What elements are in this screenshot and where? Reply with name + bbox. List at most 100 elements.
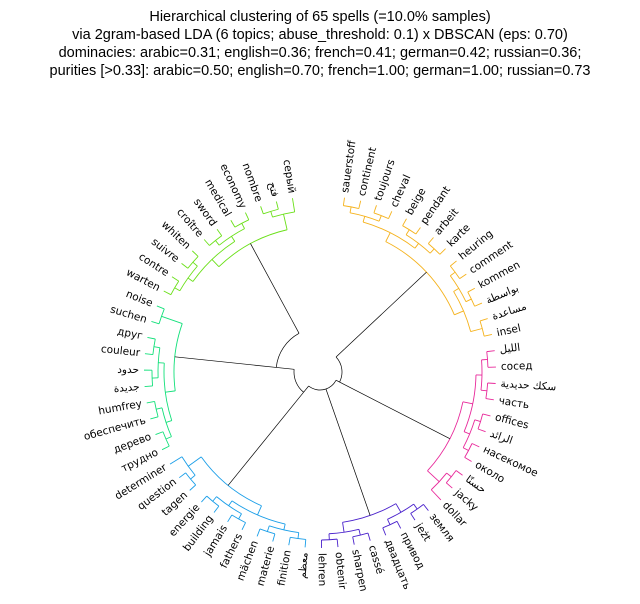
cluster-link (479, 318, 488, 322)
cluster-link (423, 504, 429, 511)
cluster-link (387, 503, 414, 520)
title-line-2: via 2gram-based LDA (6 topics; abuse_thr… (72, 27, 568, 43)
cluster-link (414, 243, 419, 249)
cluster-link (227, 514, 233, 523)
cluster-link (336, 539, 339, 548)
root-link (291, 319, 300, 334)
cluster-link (215, 240, 220, 246)
cluster-link (241, 522, 246, 530)
root-link (335, 379, 340, 383)
root-link (308, 385, 327, 391)
cluster-link (467, 287, 476, 293)
cluster-link (449, 265, 461, 279)
cluster-link (275, 201, 279, 210)
cluster-link (373, 205, 377, 214)
cluster-link (382, 520, 398, 529)
leaf-label: فتح (266, 181, 281, 198)
cluster-link (415, 227, 421, 235)
cluster-link (450, 271, 456, 277)
root-link (275, 333, 300, 368)
cluster-link (445, 482, 453, 489)
cluster-link (486, 350, 495, 353)
cluster-link (465, 298, 472, 303)
cluster-link (342, 197, 345, 206)
cluster-link (269, 525, 299, 534)
cluster-link (155, 431, 164, 436)
root-link (335, 356, 343, 383)
cluster-link (463, 431, 470, 435)
cluster-link (144, 353, 153, 355)
leaf-label: suchen (109, 303, 149, 325)
leaf-label: سكك حديدية (500, 378, 556, 394)
cluster-link (485, 398, 494, 401)
leaf-label: الليل (499, 342, 521, 356)
cluster-link (445, 470, 457, 484)
cluster-link (192, 240, 236, 282)
cluster-link (266, 525, 270, 532)
root-link (339, 381, 451, 440)
cluster-link (272, 533, 276, 542)
cluster-link (156, 407, 163, 410)
cluster-link (455, 470, 463, 476)
cluster-link (231, 236, 236, 242)
cluster-link (256, 528, 261, 537)
leaf-label: جديدة (113, 381, 140, 395)
cluster-link (192, 261, 198, 267)
cluster-link (190, 474, 196, 480)
cluster-link (297, 532, 300, 539)
leaf-label: jeżt (412, 520, 433, 543)
leaf-label: сосед (501, 360, 533, 373)
cluster-link (144, 385, 153, 388)
cluster-link (187, 277, 194, 282)
leaf-label: مساعدة (491, 301, 528, 323)
cluster-link (147, 336, 156, 340)
cluster-link (413, 503, 418, 510)
cluster-link (212, 496, 217, 502)
leaf-label: lehren (316, 553, 328, 586)
cluster-link (257, 505, 262, 516)
leaf-label: insel (496, 322, 522, 339)
cluster-link (430, 489, 442, 501)
root-link (325, 388, 371, 516)
root-link (250, 243, 292, 320)
cluster-link (152, 338, 156, 355)
leaf-label: часть (498, 395, 530, 412)
cluster-link (228, 500, 233, 507)
root-link (344, 271, 427, 350)
leaf-label: الرائد (488, 428, 514, 447)
leaf-labels: sauerstoffcontinenttoujourschevalbeigepe… (82, 139, 556, 592)
cluster-link (213, 505, 220, 513)
leaf-label: couleur (100, 343, 141, 359)
leaf-label: noise (124, 288, 154, 310)
cluster-link (151, 321, 160, 325)
leaf-label: obtenir (333, 551, 349, 590)
cluster-link (352, 532, 369, 538)
cluster-link (171, 276, 179, 282)
cluster-link (474, 419, 481, 422)
cluster-link (402, 218, 407, 226)
cluster-link (260, 206, 264, 215)
cluster-link (464, 456, 472, 462)
cluster-link (349, 206, 352, 213)
cluster-link (485, 382, 489, 399)
cluster-link (388, 211, 393, 219)
cluster-link (150, 416, 159, 420)
cluster-link (427, 470, 440, 483)
root-link (303, 385, 309, 393)
cluster-link (163, 290, 172, 296)
cluster-link (479, 320, 485, 337)
cluster-link (410, 513, 416, 521)
cluster-link (328, 528, 360, 535)
cluster-link (146, 401, 155, 404)
cluster-link (288, 537, 291, 546)
leaf-label: sauerstoff (339, 139, 358, 193)
cluster-link (270, 211, 273, 218)
root-link (227, 391, 304, 486)
cluster-link (487, 382, 496, 384)
title-line-1: Hierarchical clustering of 65 spells (=1… (149, 9, 491, 25)
cluster-link (178, 472, 186, 479)
cluster-link (358, 200, 362, 209)
leaf-label: materie (255, 545, 278, 588)
cluster-link (358, 529, 361, 536)
leaf-label: offices (494, 411, 530, 431)
